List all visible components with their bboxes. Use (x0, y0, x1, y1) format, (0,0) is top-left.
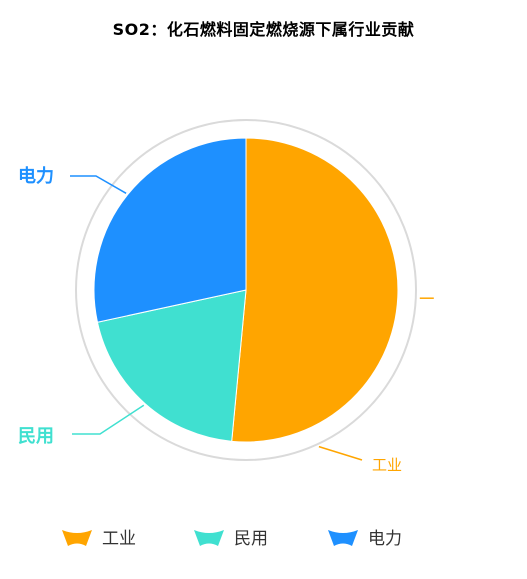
leader-line-3 (70, 175, 127, 194)
legend-label-3: 电力 (368, 529, 402, 549)
pie-slice-2 (96, 289, 247, 442)
leader-lines (70, 175, 434, 461)
pie-slices (93, 137, 399, 443)
leader-line-2 (72, 404, 145, 435)
legend-swatch-1 (62, 530, 92, 546)
slice-labels: 工业 民用 电力 (18, 165, 402, 474)
legend-item-1[interactable]: 工业 (62, 529, 136, 549)
chart-title: SO2：化石燃料固定燃烧源下属行业贡献 (112, 20, 415, 39)
legend-label-2: 民用 (234, 529, 268, 549)
slice-label-1: 工业 (372, 456, 402, 474)
legend-item-3[interactable]: 电力 (328, 529, 402, 549)
leader-line-1-b (318, 445, 363, 461)
legend-item-2[interactable]: 民用 (194, 529, 268, 549)
pie-outer-ring (75, 119, 417, 461)
slice-label-3: 电力 (18, 165, 54, 187)
slice-label-2: 民用 (18, 426, 54, 447)
pie-slice-1 (231, 137, 399, 443)
legend-swatch-3 (328, 530, 358, 546)
pie-slice-3 (93, 137, 247, 323)
legend: 工业 民用 电力 (62, 529, 402, 549)
legend-swatch-2 (194, 530, 224, 546)
legend-label-1: 工业 (102, 529, 136, 549)
